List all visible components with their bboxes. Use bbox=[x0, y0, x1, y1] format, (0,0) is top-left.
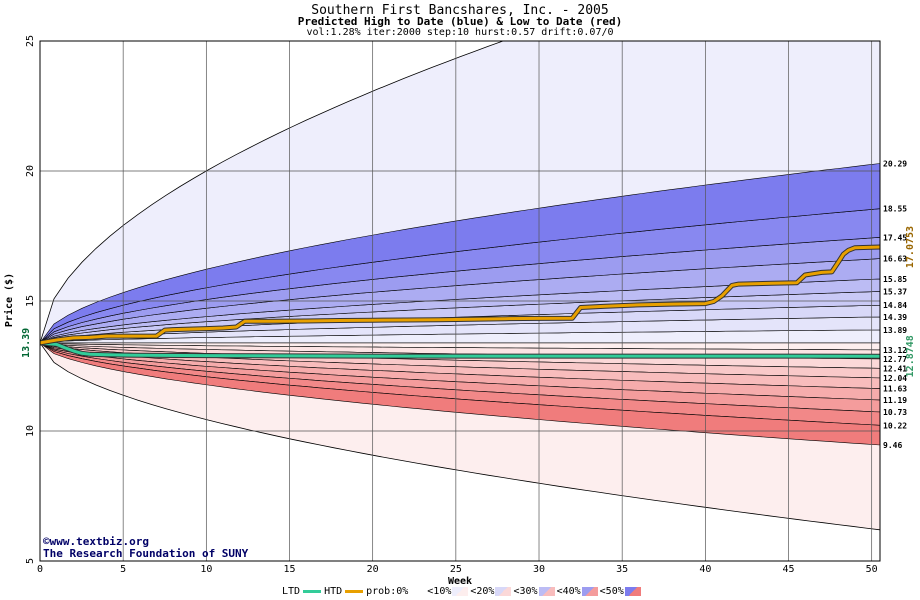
low-band-label-5: 11.19 bbox=[883, 396, 907, 405]
band-high-8 bbox=[40, 163, 880, 344]
legend-htd-label: HTD bbox=[324, 586, 343, 597]
x-axis-title: Week bbox=[448, 576, 472, 587]
high-band-label-1: 14.39 bbox=[883, 313, 907, 322]
y-tick-label-1: 10 bbox=[25, 425, 36, 437]
legend-ltd-label: LTD bbox=[282, 586, 301, 597]
watermark-org: The Research Foundation of SUNY bbox=[43, 547, 249, 560]
x-tick-label-2: 10 bbox=[200, 564, 212, 575]
band-high-outer bbox=[40, 41, 880, 343]
low-band-label-2: 12.41 bbox=[883, 364, 907, 373]
low-band-label-7: 10.22 bbox=[883, 421, 907, 430]
high-band-label-7: 18.55 bbox=[883, 205, 907, 214]
legend-bucket-2: <20% bbox=[470, 586, 495, 597]
chart-title: Southern First Bancshares, Inc. - 2005 bbox=[311, 3, 609, 18]
watermark-url: ©www.textbiz.org bbox=[43, 535, 149, 548]
legend-swatch-5 bbox=[624, 587, 641, 596]
legend-ltd-swatch bbox=[303, 590, 322, 593]
htd-series-line bbox=[40, 245, 880, 345]
legend-swatch-2 bbox=[495, 587, 512, 596]
legend-bucket-3: <30% bbox=[513, 586, 538, 597]
chart-subtitle: Predicted High to Date (blue) & Low to D… bbox=[297, 15, 623, 28]
low-band-label-0: 13.12 bbox=[883, 346, 907, 355]
legend-bucket-4: <40% bbox=[556, 586, 581, 597]
low-band-label-8: 9.46 bbox=[883, 441, 902, 450]
high-band-label-2: 14.84 bbox=[883, 301, 907, 310]
high-band-label-0: 13.89 bbox=[883, 326, 907, 335]
legend-swatch-0 bbox=[409, 587, 426, 596]
legend: LTD HTD prob:0% <10% <20% <30% <40% <50% bbox=[282, 586, 643, 598]
legend-htd-swatch bbox=[345, 590, 364, 593]
legend-swatch-4 bbox=[581, 587, 598, 596]
x-tick-label-9: 45 bbox=[782, 564, 794, 575]
x-tick-label-7: 35 bbox=[616, 564, 628, 575]
chart-params: vol:1.28% iter:2000 step:10 hurst:0.57 d… bbox=[306, 27, 614, 38]
high-band-label-5: 16.63 bbox=[883, 255, 907, 264]
htd-end-label: 17.0753 bbox=[905, 226, 916, 268]
ltd-end-label: 12.8748 bbox=[905, 335, 916, 377]
legend-prob-label: prob:0% bbox=[366, 586, 409, 597]
x-tick-label-0: 0 bbox=[37, 564, 43, 575]
x-tick-label-6: 30 bbox=[533, 564, 545, 575]
band-low-8 bbox=[40, 342, 880, 446]
y-tick-label-3: 20 bbox=[25, 165, 36, 177]
band-low-outer bbox=[40, 342, 880, 530]
plot-area bbox=[40, 41, 880, 561]
y-tick-label-2: 15 bbox=[25, 295, 36, 307]
high-band-label-8: 20.29 bbox=[883, 159, 907, 168]
low-band-label-6: 10.73 bbox=[883, 408, 907, 417]
x-tick-label-10: 50 bbox=[866, 564, 878, 575]
high-band-label-4: 15.85 bbox=[883, 275, 907, 284]
legend-swatch-3 bbox=[538, 587, 555, 596]
low-band-label-3: 12.04 bbox=[883, 374, 907, 383]
x-tick-label-1: 5 bbox=[120, 564, 126, 575]
low-band-label-4: 11.63 bbox=[883, 385, 907, 394]
y-axis-title: Price ($) bbox=[3, 273, 15, 327]
legend-swatch-1 bbox=[452, 587, 469, 596]
start-price-label: 13.39 bbox=[21, 328, 32, 358]
envelope-high-line bbox=[40, 41, 505, 344]
x-tick-label-4: 20 bbox=[367, 564, 379, 575]
legend-bucket-1: <10% bbox=[427, 586, 452, 597]
plot-frame bbox=[39, 40, 881, 562]
y-tick-label-0: 5 bbox=[25, 558, 36, 564]
legend-bucket-5: <50% bbox=[599, 586, 624, 597]
high-band-label-3: 15.37 bbox=[883, 287, 907, 296]
y-tick-label-4: 25 bbox=[25, 35, 36, 47]
ltd-series-line bbox=[40, 341, 880, 358]
x-tick-label-8: 40 bbox=[699, 564, 711, 575]
x-tick-label-5: 25 bbox=[450, 564, 462, 575]
envelope-low-line bbox=[40, 342, 880, 531]
low-band-label-1: 12.77 bbox=[883, 355, 907, 364]
x-tick-label-3: 15 bbox=[283, 564, 295, 575]
high-band-label-6: 17.45 bbox=[883, 233, 907, 242]
